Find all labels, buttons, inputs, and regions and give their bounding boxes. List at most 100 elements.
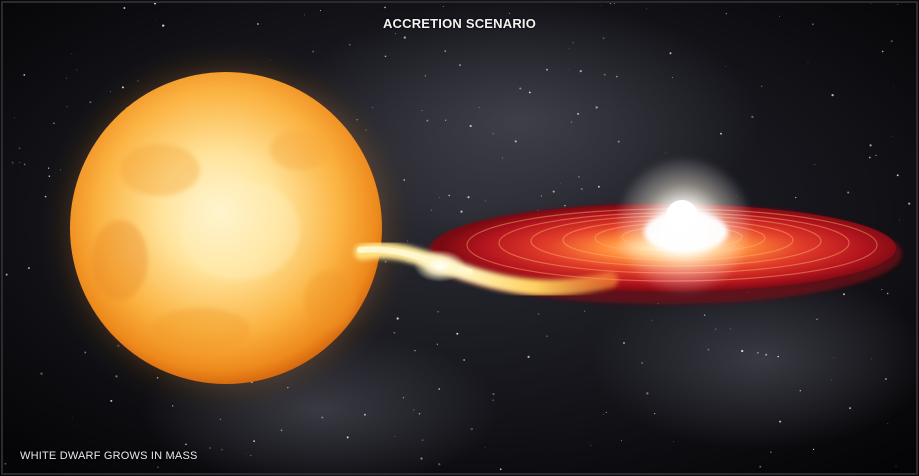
background-star [849,407,852,410]
background-star [245,453,247,454]
background-star [312,50,315,53]
background-star [537,209,539,211]
background-star [23,73,26,76]
background-star [653,412,656,415]
background-star [18,147,21,150]
background-star [897,4,899,5]
background-star [492,399,494,401]
donor-star-surface [92,130,356,352]
background-star [617,140,620,143]
background-star [597,185,600,188]
background-star [436,343,438,345]
background-star [60,169,62,171]
background-star [280,429,283,432]
background-star [703,314,706,316]
background-star [23,163,26,166]
background-star [564,204,566,207]
background-star [595,106,598,109]
background-star [403,36,406,39]
background-star [613,2,615,4]
background-star [155,19,157,21]
background-star [568,68,570,70]
background-star [757,352,759,354]
background-star [580,188,583,191]
background-star [908,202,911,205]
background-star [842,293,846,296]
background-star [421,110,423,111]
background-star [319,10,322,12]
background-star [384,55,387,58]
background-star [157,466,159,468]
background-star [868,156,871,159]
background-star [253,440,255,442]
figure-caption: WHITE DWARF GROWS IN MASS [20,450,198,462]
background-star [463,359,465,361]
background-star [528,91,531,94]
background-star [893,85,895,87]
background-star [53,122,55,124]
background-star [527,355,530,359]
background-star [438,463,441,466]
background-star [899,219,901,221]
background-star [537,313,540,315]
background-star [439,197,440,199]
background-star [418,412,421,415]
background-star [869,144,872,147]
background-star [622,341,626,345]
figure-title: ACCRETION SCENARIO [382,16,537,31]
background-star [603,414,605,415]
background-star [812,448,815,451]
background-star [346,436,349,439]
background-star [453,26,455,28]
background-star [779,16,780,18]
nebula-cloud [590,270,919,450]
background-star [121,86,124,89]
background-star [484,200,486,202]
background-star [424,75,427,77]
background-star [27,267,30,270]
background-star [115,375,118,378]
background-star [467,196,470,199]
background-star [720,132,722,135]
background-star [651,319,653,321]
background-star [492,133,494,135]
background-star [349,43,351,46]
background-star [72,417,73,419]
background-star [469,124,472,128]
background-star [89,101,92,104]
white-dwarf [644,212,728,252]
background-star [770,451,772,453]
white-dwarf-core [666,200,698,232]
background-star [403,179,405,181]
background-star [402,396,405,399]
background-star [577,112,580,115]
background-star [741,349,744,353]
background-star [559,183,561,184]
background-star [426,119,429,122]
background-star [484,446,486,448]
background-star [219,418,222,421]
background-star [519,87,522,90]
background-star [664,152,666,154]
background-star [603,73,606,76]
background-star [437,310,439,313]
background-star [605,411,607,413]
background-star [256,23,259,25]
background-star [546,335,548,338]
background-star [590,444,592,446]
background-star [672,77,673,79]
background-star [458,64,462,67]
background-star [44,195,47,198]
background-star [448,194,450,197]
background-star [395,33,396,35]
background-star [616,75,618,78]
background-star [725,12,728,15]
background-star [384,6,386,9]
background-star [765,353,768,356]
background-star [881,288,883,291]
background-star [4,462,7,465]
background-star [414,350,416,352]
background-star [568,48,570,50]
